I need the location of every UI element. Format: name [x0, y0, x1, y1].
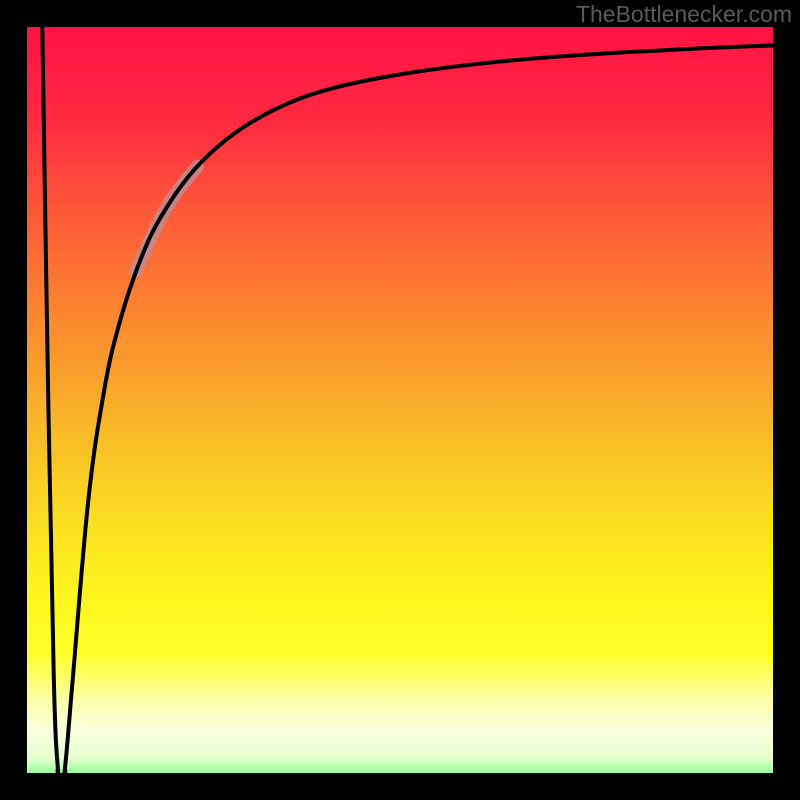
attribution-text: TheBottlenecker.com	[576, 1, 792, 27]
chart-container: TheBottlenecker.com	[0, 0, 800, 800]
bottleneck-chart: TheBottlenecker.com	[0, 0, 800, 800]
gradient-background	[27, 27, 792, 792]
